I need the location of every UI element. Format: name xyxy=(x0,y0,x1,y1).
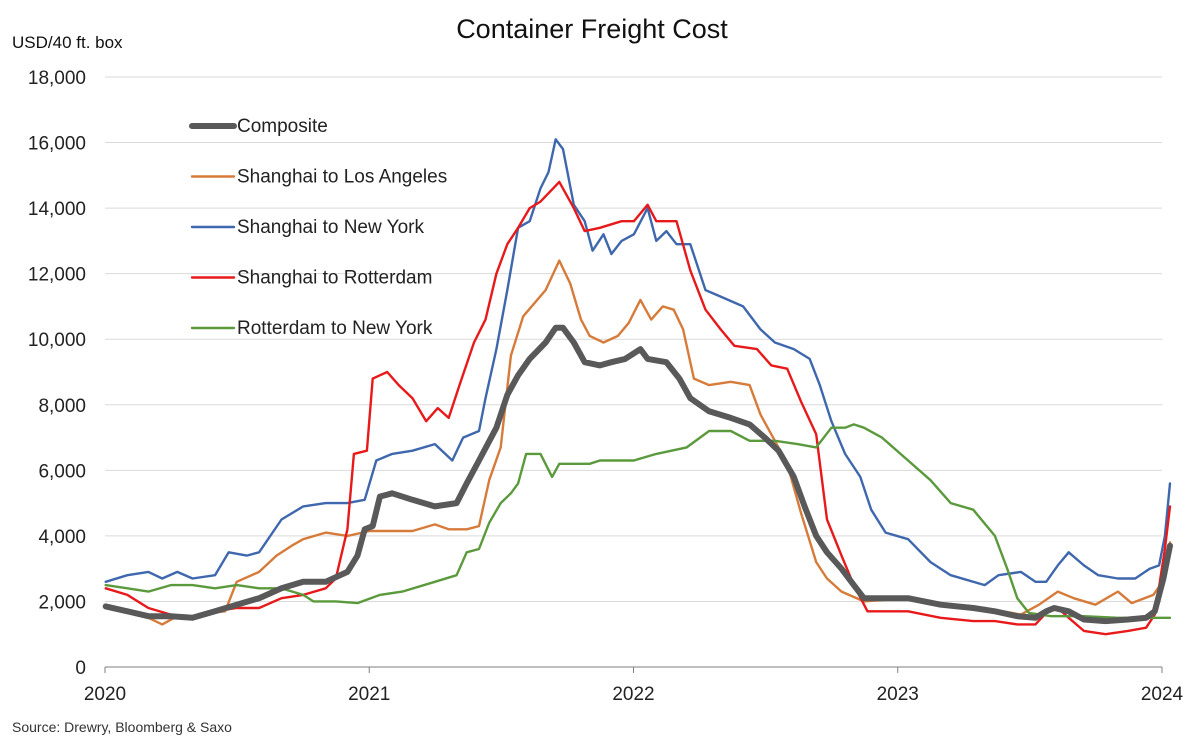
y-tick-label: 10,000 xyxy=(28,330,86,351)
gridlines xyxy=(105,76,1162,668)
y-tick-label: 16,000 xyxy=(28,134,86,155)
series-line-composite xyxy=(102,324,1173,625)
y-tick-label: 12,000 xyxy=(28,265,86,286)
x-tick-label: 2021 xyxy=(348,684,390,705)
legend-label: Composite xyxy=(237,116,328,137)
chart-title: Container Freight Cost xyxy=(456,14,728,44)
source-note: Source: Drewry, Bloomberg & Saxo xyxy=(12,719,232,735)
legend-label: Shanghai to Rotterdam xyxy=(237,268,432,289)
series-lines xyxy=(102,138,1173,636)
y-tick-label: 2,000 xyxy=(38,592,86,613)
series-line-shanghai-to-new-york xyxy=(104,138,1172,587)
series-line-shanghai-to-rotterdam xyxy=(104,180,1172,636)
y-tick-label: 4,000 xyxy=(38,527,86,548)
y-tick-label: 14,000 xyxy=(28,199,86,220)
legend-label: Shanghai to New York xyxy=(237,217,424,238)
legend-label: Rotterdam to New York xyxy=(237,318,433,339)
y-axis-unit-label: USD/40 ft. box xyxy=(12,33,123,52)
x-tick-label: 2022 xyxy=(612,684,654,705)
x-axis-ticks: 2020 2021 2022 2023 2024 xyxy=(84,667,1184,705)
x-tick-label: 2024 xyxy=(1141,684,1184,705)
y-tick-label: 0 xyxy=(75,658,86,679)
x-tick-label: 2023 xyxy=(877,684,919,705)
y-axis-ticks: 0 2,000 4,000 6,000 8,000 10,000 12,000 14,000 1… xyxy=(28,68,86,679)
y-tick-label: 18,000 xyxy=(28,68,86,89)
legend-label: Shanghai to Los Angeles xyxy=(237,167,447,188)
series-line-rotterdam-to-new-york xyxy=(104,423,1172,619)
x-tick-label: 2020 xyxy=(84,684,126,705)
legend: Composite Shanghai to Los Angeles Shanghai… xyxy=(189,116,447,339)
y-tick-label: 8,000 xyxy=(38,396,86,417)
y-tick-label: 6,000 xyxy=(38,461,86,482)
